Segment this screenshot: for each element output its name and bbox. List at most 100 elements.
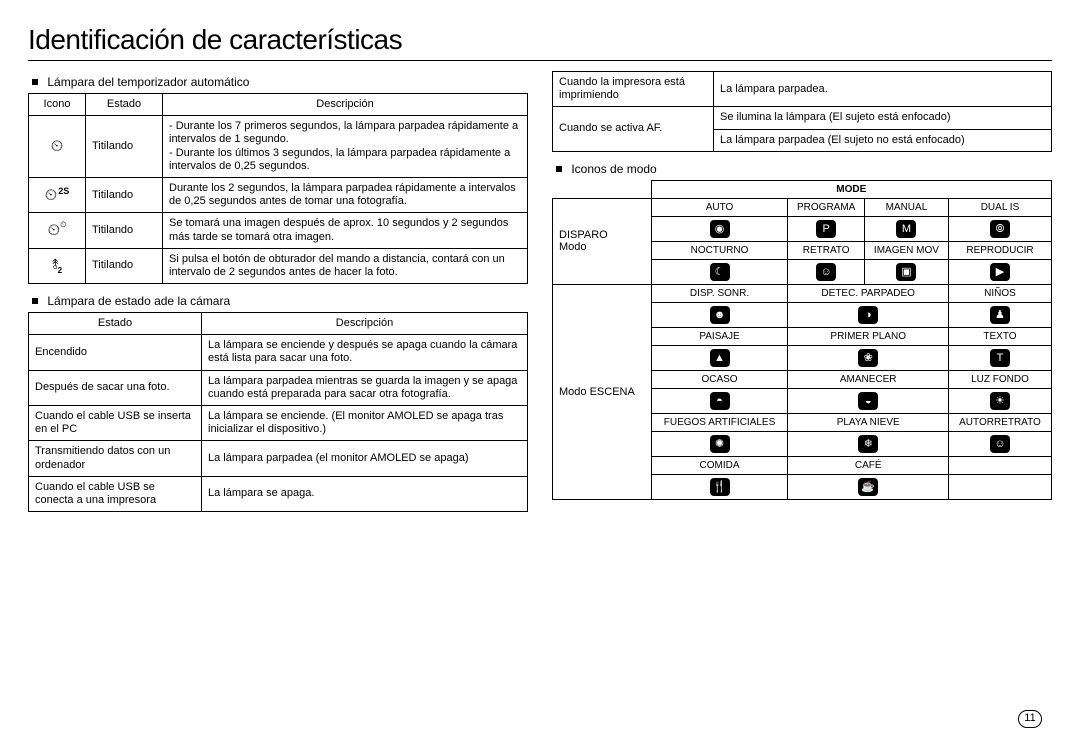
mode-label	[948, 456, 1051, 474]
table-cell: Titilando	[86, 213, 163, 248]
table-cell: Cuando la impresora está imprimiendo	[553, 72, 714, 107]
mode-icon-imagen-mov: ▣	[864, 259, 948, 284]
table-cell: Cuando se activa AF.	[553, 107, 714, 151]
mode-icons-table: MODE DISPARO ModoAUTOPROGRAMAMANUALDUAL …	[552, 180, 1052, 500]
page-title: Identificación de características	[28, 24, 1052, 61]
bullet-icon	[32, 298, 38, 304]
mode-icon-disp-sonr: ☻	[651, 302, 788, 327]
page-number: 11	[1018, 710, 1042, 728]
timer-icon-timer-double: ⏲⏲	[29, 213, 86, 248]
mode-icon-luz-fondo: ☀	[948, 388, 1051, 413]
timer-icon-timer-std: ⏲	[29, 116, 86, 178]
row-label-escena: Modo ESCENA	[553, 284, 652, 499]
mode-label: NOCTURNO	[651, 241, 788, 259]
mode-icon-dual-is: ⦾	[948, 216, 1051, 241]
mode-label: AUTO	[651, 198, 788, 216]
left-column: Lámpara del temporizador automático Icon…	[28, 69, 528, 512]
mode-label: RETRATO	[788, 241, 864, 259]
table-cell: La lámpara parpadea mientras se guarda l…	[202, 370, 528, 405]
table-cell: Transmitiendo datos con un ordenador	[29, 441, 202, 476]
table-cell: La lámpara se enciende y después se apag…	[202, 335, 528, 370]
row-label-disparo: DISPARO Modo	[553, 198, 652, 284]
mode-label: AUTORRETRATO	[948, 413, 1051, 431]
mode-label: OCASO	[651, 370, 788, 388]
table-cell: La lámpara parpadea.	[714, 72, 1052, 107]
mode-label: NIÑOS	[948, 284, 1051, 302]
mode-label: IMAGEN MOV	[864, 241, 948, 259]
two-column-layout: Lámpara del temporizador automático Icon…	[28, 69, 1052, 512]
mode-icon-primer-plano: ❀	[788, 345, 949, 370]
mode-icon-autorretrato: ☺	[948, 431, 1051, 456]
mode-label: PLAYA NIEVE	[788, 413, 949, 431]
mode-label: DETEC. PARPADEO	[788, 284, 949, 302]
printer-af-table: Cuando la impresora está imprimiendo La …	[552, 71, 1052, 152]
mode-icon-cafe: ☕	[788, 474, 949, 499]
timer-icon-remote-2: ⥉2	[29, 248, 86, 283]
table-cell: Durante los 2 segundos, la lámpara parpa…	[163, 177, 528, 212]
mode-icon-nocturno: ☾	[651, 259, 788, 284]
table-cell: Cuando el cable USB se conecta a una imp…	[29, 476, 202, 511]
mode-icon-ocaso: ◓	[651, 388, 788, 413]
mode-icon-playa-nieve: ❄	[788, 431, 949, 456]
mode-label: TEXTO	[948, 327, 1051, 345]
mode-icon-	[948, 474, 1051, 499]
table-cell: La lámpara se apaga.	[202, 476, 528, 511]
timer-lamp-table: Icono Estado Descripción ⏲Titilando- Dur…	[28, 93, 528, 284]
mode-label: FUEGOS ARTIFICIALES	[651, 413, 788, 431]
mode-label: PRIMER PLANO	[788, 327, 949, 345]
section-heading-status-lamp: Lámpara de estado ade la cámara	[32, 294, 528, 308]
mode-label: PAISAJE	[651, 327, 788, 345]
manual-page: Identificación de características Lámpar…	[0, 0, 1080, 746]
table-cell: La lámpara parpadea (El sujeto no está e…	[714, 129, 1052, 151]
mode-icon-manual: M	[864, 216, 948, 241]
heading-text: Lámpara de estado ade la cámara	[47, 294, 230, 308]
section-heading-mode-icons: Iconos de modo	[556, 162, 1052, 176]
mode-label: DUAL IS	[948, 198, 1051, 216]
table-cell: Titilando	[86, 116, 163, 178]
table-cell: - Durante los 7 primeros segundos, la lá…	[163, 116, 528, 178]
col-estado: Estado	[86, 94, 163, 116]
mode-icon-paisaje: ▲	[651, 345, 788, 370]
table-cell: La lámpara se enciende. (El monitor AMOL…	[202, 406, 528, 441]
table-cell: Se tomará una imagen después de aprox. 1…	[163, 213, 528, 248]
timer-icon-timer-2s: ⏲2S	[29, 177, 86, 212]
heading-text: Iconos de modo	[571, 162, 656, 176]
mode-icon-reproducir: ▶	[948, 259, 1051, 284]
col-descripcion: Descripción	[163, 94, 528, 116]
mode-label: AMANECER	[788, 370, 949, 388]
mode-icon-ninos: ♟	[948, 302, 1051, 327]
table-cell: Titilando	[86, 248, 163, 283]
mode-label: REPRODUCIR	[948, 241, 1051, 259]
mode-label: COMIDA	[651, 456, 788, 474]
mode-icon-comida: 🍴	[651, 474, 788, 499]
mode-icon-detec-parpadeo: ◑	[788, 302, 949, 327]
mode-header: MODE	[651, 180, 1051, 198]
table-cell: Después de sacar una foto.	[29, 370, 202, 405]
col-estado: Estado	[29, 313, 202, 335]
status-lamp-table: Estado Descripción EncendidoLa lámpara s…	[28, 312, 528, 512]
mode-icon-amanecer: ◒	[788, 388, 949, 413]
heading-text: Lámpara del temporizador automático	[47, 75, 249, 89]
table-cell: Se ilumina la lámpara (El sujeto está en…	[714, 107, 1052, 129]
bullet-icon	[32, 79, 38, 85]
mode-label: PROGRAMA	[788, 198, 864, 216]
mode-label: MANUAL	[864, 198, 948, 216]
table-cell: La lámpara parpadea (el monitor AMOLED s…	[202, 441, 528, 476]
mode-label: CAFÉ	[788, 456, 949, 474]
mode-icon-auto: ◉	[651, 216, 788, 241]
mode-icon-retrato: ☺	[788, 259, 864, 284]
mode-icon-texto: T	[948, 345, 1051, 370]
mode-label: DISP. SONR.	[651, 284, 788, 302]
col-descripcion: Descripción	[202, 313, 528, 335]
table-cell: Si pulsa el botón de obturador del mando…	[163, 248, 528, 283]
table-cell: Cuando el cable USB se inserta en el PC	[29, 406, 202, 441]
right-column: Cuando la impresora está imprimiendo La …	[552, 69, 1052, 512]
table-cell: Encendido	[29, 335, 202, 370]
col-icono: Icono	[29, 94, 86, 116]
bullet-icon	[556, 166, 562, 172]
mode-icon-programa: P	[788, 216, 864, 241]
mode-icon-fuegos-artificiales: ✺	[651, 431, 788, 456]
section-heading-timer-lamp: Lámpara del temporizador automático	[32, 75, 528, 89]
table-cell: Titilando	[86, 177, 163, 212]
mode-label: LUZ FONDO	[948, 370, 1051, 388]
